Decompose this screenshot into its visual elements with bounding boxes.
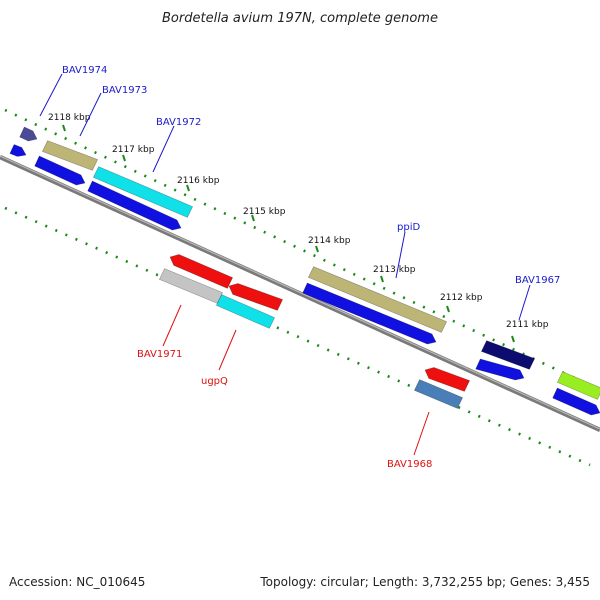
major-tick — [122, 154, 126, 162]
gene-label-bav1973[interactable]: BAV1973 — [102, 85, 147, 96]
gene-arrow-bav1968-part[interactable] — [424, 367, 471, 392]
leader-line — [162, 304, 182, 347]
accession-text: Accession: NC_010645 — [9, 575, 145, 589]
tick-label: 2112 kbp — [440, 293, 483, 303]
major-tick — [315, 245, 319, 253]
leader-line — [152, 125, 175, 173]
label-leaders — [39, 73, 531, 456]
major-tick — [446, 305, 450, 313]
gene-arrow-bav1974[interactable] — [19, 126, 38, 142]
gene-arrow-bav1968[interactable] — [413, 379, 464, 409]
cds-arrow[interactable] — [552, 387, 600, 416]
tick-label: 2116 kbp — [177, 176, 220, 186]
gene-label-bav1971[interactable]: BAV1971 — [137, 349, 182, 360]
gene-arrow-bav1973[interactable] — [41, 140, 99, 171]
gene-label-bav1968[interactable]: BAV1968 — [387, 459, 432, 470]
cds-arrow[interactable] — [302, 282, 437, 345]
gene-arrow-bav1967[interactable] — [480, 340, 536, 370]
gene-label-bav1974[interactable]: BAV1974 — [62, 65, 107, 76]
gene-label-bav1972[interactable]: BAV1972 — [156, 117, 201, 128]
tick-label: 2117 kbp — [112, 145, 155, 155]
leader-line — [39, 73, 63, 117]
gene-label-ppid[interactable]: ppiD — [397, 222, 420, 233]
leader-line — [395, 231, 406, 279]
gene-arrow-ppid[interactable] — [307, 266, 448, 333]
major-tick — [251, 214, 255, 222]
tick-label: 2111 kbp — [506, 320, 549, 330]
gene-label-ugpq[interactable]: ugpQ — [201, 376, 228, 387]
map-title: Bordetella avium 197N, complete genome — [162, 11, 438, 26]
genome-backbone-highlight — [0, 155, 600, 430]
leader-line — [218, 329, 237, 371]
cds-arrow[interactable] — [34, 155, 86, 186]
gene-arrow-bav1972[interactable] — [92, 166, 194, 218]
major-tick — [511, 335, 515, 343]
leader-line — [79, 92, 102, 137]
tick-label: 2115 kbp — [243, 207, 286, 217]
genome-backbone — [0, 154, 600, 433]
gene-label-bav1967[interactable]: BAV1967 — [515, 275, 560, 286]
tick-label: 2118 kbp — [48, 113, 91, 123]
gene-arrow-next[interactable] — [556, 371, 600, 400]
cds-arrow[interactable] — [87, 180, 182, 231]
tick-label: 2113 kbp — [373, 265, 416, 275]
gene-arrow-bav1971-part[interactable] — [169, 254, 234, 289]
outer-tick-ring — [4, 108, 600, 392]
major-tick — [186, 184, 190, 192]
genome-summary-text: Topology: circular; Length: 3,732,255 bp… — [259, 575, 590, 589]
leader-line — [413, 411, 430, 456]
gene-arrow-ugpq[interactable] — [215, 294, 276, 329]
leader-line — [518, 284, 531, 321]
major-ticks — [62, 124, 515, 343]
tick-label: 2114 kbp — [308, 236, 351, 246]
major-tick — [62, 124, 66, 132]
gene-features — [9, 126, 600, 416]
inner-tick-ring — [4, 206, 591, 467]
major-tick — [380, 275, 384, 283]
cds-arrow[interactable] — [475, 358, 525, 381]
gene-arrow-ugpq-part[interactable] — [228, 283, 284, 311]
cds-arrow[interactable] — [9, 144, 27, 157]
